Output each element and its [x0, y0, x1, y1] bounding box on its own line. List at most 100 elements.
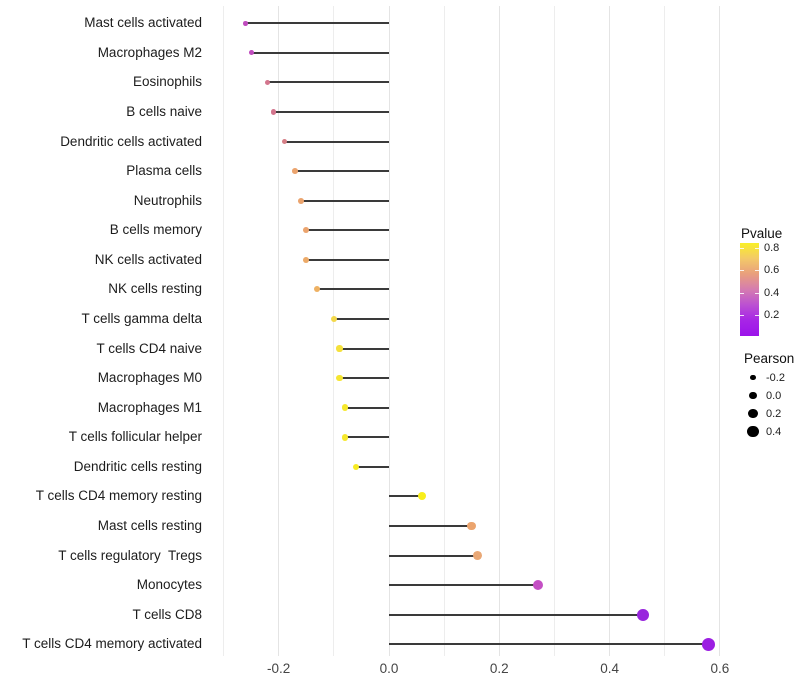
lollipop-stem — [245, 22, 389, 25]
lollipop-stem — [306, 258, 389, 261]
category-label: Dendritic cells activated — [60, 133, 202, 149]
category-label: Macrophages M2 — [97, 44, 202, 60]
colorbar-tick-mark — [755, 270, 759, 272]
x-gridline — [719, 6, 721, 656]
lollipop-dot — [330, 315, 337, 323]
lollipop-dot — [467, 521, 477, 531]
category-label: Dendritic cells resting — [73, 458, 202, 474]
pearson-legend-label: -0.2 — [766, 371, 785, 384]
colorbar-tick-mark — [740, 248, 744, 249]
pvalue-colorbar — [740, 243, 759, 336]
lollipop-dot — [270, 109, 276, 115]
colorbar-tick-mark — [740, 270, 744, 272]
lollipop-dot — [292, 168, 299, 174]
pvalue-tick-label: 0.2 — [764, 309, 780, 322]
pvalue-legend-title: Pvalue — [741, 226, 783, 241]
pvalue-tick-label: 0.4 — [764, 286, 780, 299]
x-gridline — [443, 6, 445, 656]
category-label: T cells CD4 memory activated — [22, 636, 202, 652]
x-tick-label: -0.2 — [267, 661, 291, 676]
x-gridline — [333, 6, 335, 656]
lollipop-stem — [344, 436, 389, 439]
lollipop-dot — [532, 580, 543, 591]
lollipop-stem — [339, 347, 389, 350]
colorbar-tick-mark — [740, 292, 744, 294]
x-gridline — [609, 6, 611, 656]
x-gridline — [498, 6, 500, 656]
pvalue-tick-label: 0.8 — [764, 242, 780, 254]
lollipop-stem — [333, 318, 389, 320]
lollipop-stem — [389, 495, 423, 498]
pearson-legend-dot — [749, 392, 757, 400]
x-tick-label: 0.0 — [379, 661, 399, 676]
pearson-legend-label: 0.2 — [766, 407, 782, 420]
x-gridline — [223, 6, 225, 656]
lollipop-dot — [303, 227, 310, 234]
category-label: B cells memory — [109, 222, 202, 238]
lollipop-stem — [389, 643, 709, 646]
x-gridline — [278, 6, 280, 656]
lollipop-dot — [281, 138, 287, 145]
lollipop-stem — [355, 465, 389, 468]
colorbar-tick-mark — [755, 292, 759, 294]
x-gridline — [553, 6, 555, 656]
colorbar-tick-mark — [755, 248, 759, 249]
lollipop-dot — [248, 50, 254, 56]
colorbar-tick-mark — [755, 315, 759, 317]
lollipop-dot — [314, 286, 321, 293]
category-label: Mast cells resting — [97, 517, 202, 533]
category-label: T cells regulatory Tregs — [58, 547, 202, 563]
lollipop-dot — [702, 637, 716, 651]
x-tick-label: 0.4 — [600, 661, 619, 676]
lollipop-dot — [265, 79, 271, 85]
lollipop-stem — [389, 524, 472, 527]
lollipop-stem — [295, 170, 389, 173]
category-label: NK cells activated — [94, 251, 202, 267]
lollipop-stem — [389, 584, 538, 587]
category-label: Plasma cells — [126, 163, 202, 179]
pearson-legend-title: Pearson — [744, 351, 795, 366]
lollipop-dot — [418, 492, 427, 501]
category-label: Neutrophils — [133, 192, 202, 208]
lollipop-dot — [336, 345, 343, 352]
lollipop-dot — [303, 256, 310, 263]
lollipop-stem — [389, 613, 643, 616]
lollipop-stem — [344, 406, 389, 409]
pearson-legend-dot — [750, 375, 756, 381]
category-label: T cells CD4 naive — [96, 340, 202, 356]
lollipop-dot — [336, 374, 343, 382]
x-tick-label: 0.6 — [710, 661, 730, 676]
x-tick-label: 0.2 — [489, 661, 509, 676]
pearson-legend-dot — [748, 409, 758, 419]
lollipop-stem — [339, 377, 389, 380]
lollipop-stem — [317, 288, 389, 291]
category-label: T cells CD4 memory resting — [35, 488, 202, 504]
lollipop-stem — [300, 199, 389, 202]
category-label: Eosinophils — [132, 74, 202, 90]
category-label: Macrophages M1 — [97, 399, 202, 415]
lollipop-stem — [273, 111, 389, 113]
lollipop-stem — [306, 229, 389, 232]
pearson-legend-label: 0.4 — [766, 425, 782, 438]
category-label: B cells naive — [126, 104, 202, 119]
pearson-legend-dot — [747, 426, 759, 438]
x-gridline — [388, 6, 390, 656]
category-label: T cells CD8 — [132, 606, 202, 622]
lollipop-dot — [297, 197, 304, 204]
category-label: Macrophages M0 — [97, 370, 202, 386]
lollipop-stem — [251, 51, 389, 54]
lollipop-dot — [243, 20, 248, 26]
lollipop-dot — [472, 551, 482, 560]
lollipop-dot — [341, 404, 349, 411]
category-label: T cells follicular helper — [68, 429, 202, 445]
category-label: Mast cells activated — [84, 15, 202, 31]
lollipop-stem — [284, 140, 389, 143]
colorbar-tick-mark — [740, 315, 744, 317]
lollipop-dot — [636, 608, 649, 621]
pearson-legend-label: 0.0 — [766, 389, 782, 402]
pvalue-tick-label: 0.6 — [764, 264, 780, 277]
lollipop-stem — [267, 81, 389, 84]
lollipop-dot — [341, 434, 349, 441]
x-gridline — [664, 6, 666, 656]
